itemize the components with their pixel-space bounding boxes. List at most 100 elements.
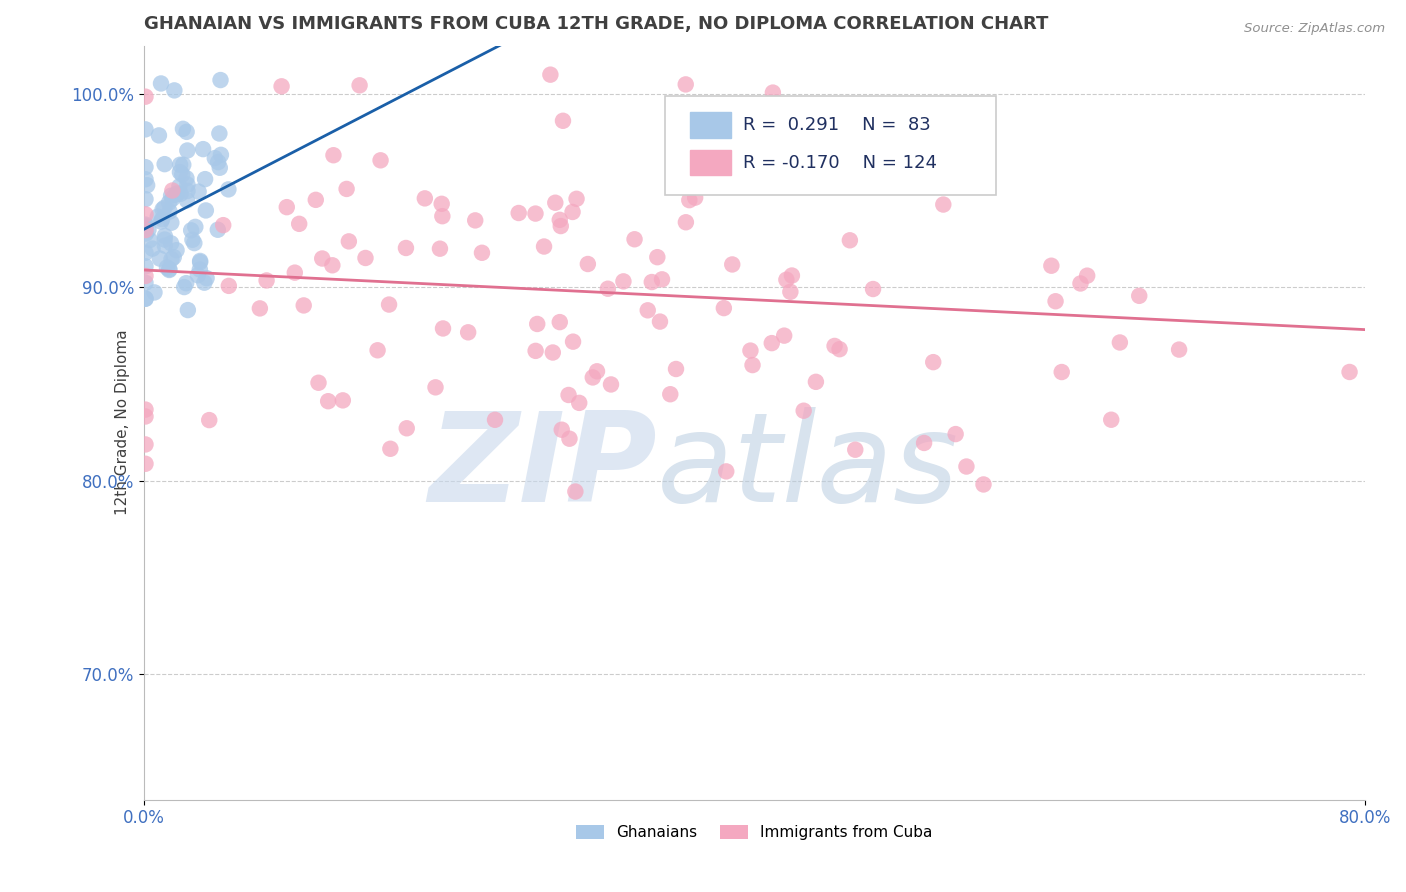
Point: [548, 212, 571, 227]
Point: [321, 258, 343, 272]
Point: [134, 172, 156, 186]
Point: [176, 125, 198, 139]
Y-axis label: 12th Grade, No Diploma: 12th Grade, No Diploma: [115, 330, 131, 516]
Point: [533, 239, 555, 253]
Point: [207, 223, 229, 237]
Point: [378, 297, 401, 311]
Point: [1108, 335, 1130, 350]
Point: [551, 113, 574, 128]
Point: [188, 262, 211, 277]
Point: [134, 276, 156, 290]
Point: [176, 194, 198, 208]
Point: [564, 484, 586, 499]
Point: [912, 436, 935, 450]
Point: [157, 262, 180, 277]
Point: [134, 292, 156, 306]
Point: [208, 161, 231, 175]
Point: [163, 83, 186, 97]
Point: [1045, 294, 1067, 309]
Point: [1050, 365, 1073, 379]
Point: [1128, 289, 1150, 303]
Point: [675, 78, 697, 92]
Point: [955, 459, 977, 474]
Point: [883, 150, 905, 164]
Point: [648, 315, 671, 329]
Point: [311, 252, 333, 266]
Point: [740, 343, 762, 358]
Point: [305, 193, 328, 207]
Point: [153, 238, 176, 252]
Point: [780, 268, 803, 283]
Point: [544, 195, 567, 210]
Point: [187, 185, 209, 199]
Point: [1069, 277, 1091, 291]
Point: [159, 204, 181, 219]
Point: [793, 403, 815, 417]
Point: [1168, 343, 1191, 357]
Point: [160, 252, 183, 267]
Point: [162, 184, 184, 198]
Point: [166, 243, 188, 257]
Point: [558, 432, 581, 446]
Point: [194, 203, 217, 218]
Point: [562, 334, 585, 349]
Text: GHANAIAN VS IMMIGRANTS FROM CUBA 12TH GRADE, NO DIPLOMA CORRELATION CHART: GHANAIAN VS IMMIGRANTS FROM CUBA 12TH GR…: [143, 15, 1049, 33]
Point: [134, 223, 156, 237]
Point: [149, 252, 172, 266]
Point: [209, 148, 232, 162]
Point: [773, 328, 796, 343]
Point: [651, 272, 673, 286]
Point: [157, 263, 180, 277]
Point: [973, 477, 995, 491]
Point: [157, 195, 180, 210]
Point: [194, 172, 217, 186]
Point: [761, 336, 783, 351]
Point: [946, 120, 969, 134]
Point: [276, 200, 298, 214]
Point: [150, 77, 173, 91]
Point: [799, 119, 821, 133]
Point: [675, 215, 697, 229]
Text: atlas: atlas: [657, 408, 959, 528]
Point: [524, 343, 547, 358]
Point: [163, 250, 186, 264]
Point: [828, 342, 851, 356]
Point: [188, 255, 211, 269]
Point: [637, 303, 659, 318]
Point: [165, 187, 187, 202]
Point: [775, 273, 797, 287]
Point: [150, 212, 173, 227]
Point: [284, 266, 307, 280]
Point: [1076, 268, 1098, 283]
Point: [367, 343, 389, 358]
Point: [922, 355, 945, 369]
Point: [683, 191, 706, 205]
Point: [212, 218, 235, 232]
Point: [146, 210, 169, 224]
Point: [721, 257, 744, 271]
Point: [457, 326, 479, 340]
Point: [464, 213, 486, 227]
Point: [153, 201, 176, 215]
Point: [152, 202, 174, 217]
Point: [134, 192, 156, 206]
Point: [508, 206, 530, 220]
Point: [395, 241, 418, 255]
Point: [134, 219, 156, 233]
Point: [172, 121, 194, 136]
Point: [160, 188, 183, 202]
Point: [176, 144, 198, 158]
Point: [526, 317, 548, 331]
Point: [134, 268, 156, 283]
Point: [779, 285, 801, 299]
Point: [565, 192, 588, 206]
Point: [733, 137, 755, 152]
Point: [153, 229, 176, 244]
Point: [134, 218, 156, 232]
Point: [172, 168, 194, 182]
Point: [174, 276, 197, 290]
Point: [413, 191, 436, 205]
Point: [914, 169, 936, 184]
Point: [429, 242, 451, 256]
Point: [354, 251, 377, 265]
